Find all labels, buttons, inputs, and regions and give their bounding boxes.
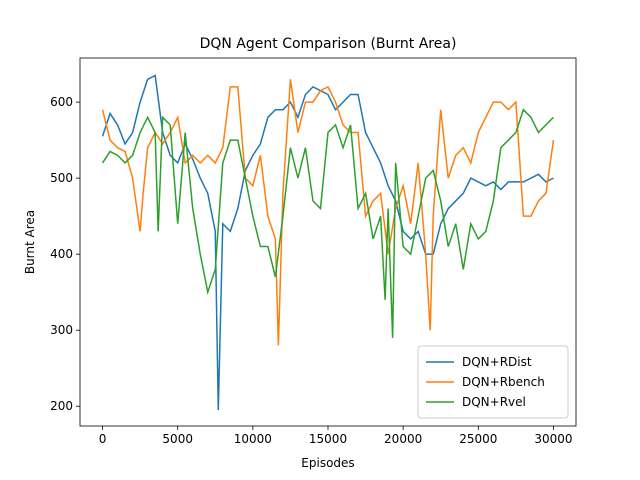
y-tick-label: 200 xyxy=(50,399,73,413)
legend-label: DQN+RDist xyxy=(462,355,532,369)
x-tick-label: 20000 xyxy=(384,432,422,446)
y-tick-label: 500 xyxy=(50,171,73,185)
x-tick-label: 5000 xyxy=(162,432,193,446)
x-tick-label: 25000 xyxy=(459,432,497,446)
y-axis-label: Burnt Area xyxy=(23,210,37,274)
x-axis-label: Episodes xyxy=(301,456,354,470)
y-tick-label: 600 xyxy=(50,95,73,109)
legend-label: DQN+Rvel xyxy=(462,395,526,409)
legend-box xyxy=(417,345,569,419)
x-tick-label: 0 xyxy=(99,432,107,446)
legend: DQN+RDist DQN+Rbench DQN+Rvel xyxy=(417,345,569,419)
x-tick-label: 10000 xyxy=(234,432,272,446)
legend-label: DQN+Rbench xyxy=(462,375,545,389)
x-tick-label: 30000 xyxy=(534,432,572,446)
series-line xyxy=(101,74,554,411)
plot-frame xyxy=(79,57,577,427)
chart-title: DQN Agent Comparison (Burnt Area) xyxy=(200,36,457,52)
x-tick-label: 15000 xyxy=(309,432,347,446)
y-tick-label: 300 xyxy=(50,323,73,337)
y-tick-label: 400 xyxy=(50,247,73,261)
series-line xyxy=(101,108,554,338)
series-line xyxy=(101,79,555,346)
